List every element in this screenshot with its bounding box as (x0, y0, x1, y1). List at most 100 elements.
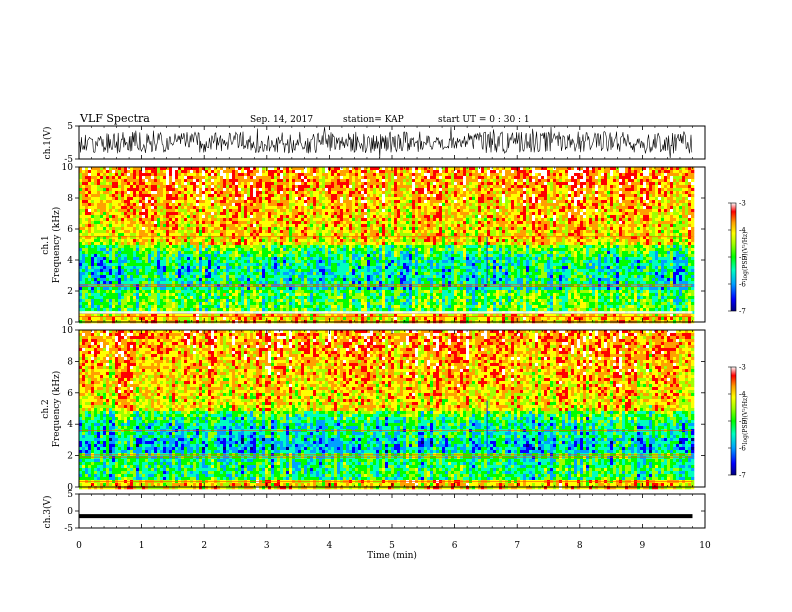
spectrogram-cell (274, 254, 278, 258)
spectrogram-cell (187, 284, 191, 288)
spectrogram-cell (310, 314, 314, 318)
spectrogram-cell (142, 305, 146, 309)
spectrogram-cell (112, 227, 116, 231)
spectrogram-cell (268, 206, 272, 210)
spectrogram-cell (301, 242, 305, 246)
spectrogram-cell (100, 203, 104, 207)
spectrogram-cell (283, 308, 287, 312)
spectrogram-cell (340, 260, 344, 264)
spectrogram-cell (274, 236, 278, 240)
spectrogram-cell (184, 203, 188, 207)
spectrogram-cell (220, 266, 224, 270)
spectrogram-cell (307, 314, 311, 318)
spectrogram-cell (160, 227, 164, 231)
spectrogram-cell (133, 263, 137, 267)
spectrogram-cell (307, 176, 311, 180)
spectrogram-cell (274, 224, 278, 228)
spectrogram-cell (211, 197, 215, 201)
spectrogram-cell (205, 260, 209, 264)
spectrogram-cell (205, 287, 209, 291)
spectrogram-cell (154, 290, 158, 294)
spectrogram-cell (166, 287, 170, 291)
spectrogram-cell (118, 278, 122, 282)
spectrogram-cell (232, 308, 236, 312)
spectrogram-cell (142, 170, 146, 174)
spectrogram-cell (340, 284, 344, 288)
spectrogram-cell (334, 197, 338, 201)
spectrogram-cell (343, 182, 347, 186)
spectrogram-cell (166, 173, 170, 177)
spectrogram-cell (346, 317, 350, 321)
spectrogram-cell (250, 284, 254, 288)
spectrogram-cell (199, 197, 203, 201)
spectrogram-cell (235, 170, 239, 174)
spectrogram-cell (349, 266, 353, 270)
spectrogram-cell (289, 269, 293, 273)
spectrogram-cell (208, 257, 212, 261)
spectrogram-cell (199, 227, 203, 231)
spectrogram-cell (94, 296, 98, 300)
spectrogram-cell (85, 170, 89, 174)
spectrogram-cell (142, 281, 146, 285)
spectrogram-cell (322, 188, 326, 192)
spectrogram-cell (265, 191, 269, 195)
spectrogram-cell (172, 170, 176, 174)
spectrogram-cell (235, 206, 239, 210)
spectrogram-cell (178, 257, 182, 261)
spectrogram-cell (358, 182, 362, 186)
spectrogram-cell (283, 314, 287, 318)
spectrogram-cell (331, 251, 335, 255)
spectrogram-cell (151, 224, 155, 228)
spectrogram-cell (139, 197, 143, 201)
spectrogram-cell (256, 209, 260, 213)
spectrogram-cell (226, 203, 230, 207)
spectrogram-cell (232, 299, 236, 303)
spectrogram-cell (349, 290, 353, 294)
spectrogram-cell (94, 314, 98, 318)
spectrogram-cell (355, 239, 359, 243)
spectrogram-cell (211, 302, 215, 306)
spectrogram-cell (295, 212, 299, 216)
spectrogram-cell (127, 245, 131, 249)
spectrogram-cell (262, 182, 266, 186)
spectrogram-cell (148, 245, 152, 249)
spectrogram-cell (223, 197, 227, 201)
spectrogram-cell (295, 251, 299, 255)
spectrogram-cell (259, 254, 263, 258)
spectrogram-cell (145, 221, 149, 225)
spectrogram-cell (241, 245, 245, 249)
spectrogram-cell (346, 308, 350, 312)
spectrogram-cell (172, 257, 176, 261)
spectrogram-cell (91, 245, 95, 249)
spectrogram-cell (211, 251, 215, 255)
spectrogram-cell (178, 239, 182, 243)
spectrogram-cell (88, 212, 92, 216)
spectrogram-cell (298, 302, 302, 306)
spectrogram-cell (322, 263, 326, 267)
spectrogram-cell (352, 266, 356, 270)
spectrogram-cell (211, 284, 215, 288)
spectrogram-cell (307, 170, 311, 174)
spectrogram-cell (205, 212, 209, 216)
spectrogram-cell (265, 284, 269, 288)
spectrogram-cell (334, 230, 338, 234)
spectrogram-cell (262, 236, 266, 240)
spectrogram-cell (187, 236, 191, 240)
spectrogram-cell (94, 293, 98, 297)
spectrogram-cell (208, 275, 212, 279)
spectrogram-cell (91, 290, 95, 294)
spectrogram-cell (349, 233, 353, 237)
spectrogram-cell (103, 233, 107, 237)
spectrogram-cell (139, 215, 143, 219)
spectrogram-cell (106, 203, 110, 207)
spectrogram-cell (247, 224, 251, 228)
spectrogram-cell (163, 308, 167, 312)
spectrogram-cell (334, 263, 338, 267)
spectrogram-cell (310, 203, 314, 207)
spectrogram-cell (193, 179, 197, 183)
spectrogram-cell (136, 257, 140, 261)
spectrogram-cell (226, 302, 230, 306)
spectrogram-cell (160, 257, 164, 261)
spectrogram-cell (268, 263, 272, 267)
spectrogram-cell (181, 215, 185, 219)
